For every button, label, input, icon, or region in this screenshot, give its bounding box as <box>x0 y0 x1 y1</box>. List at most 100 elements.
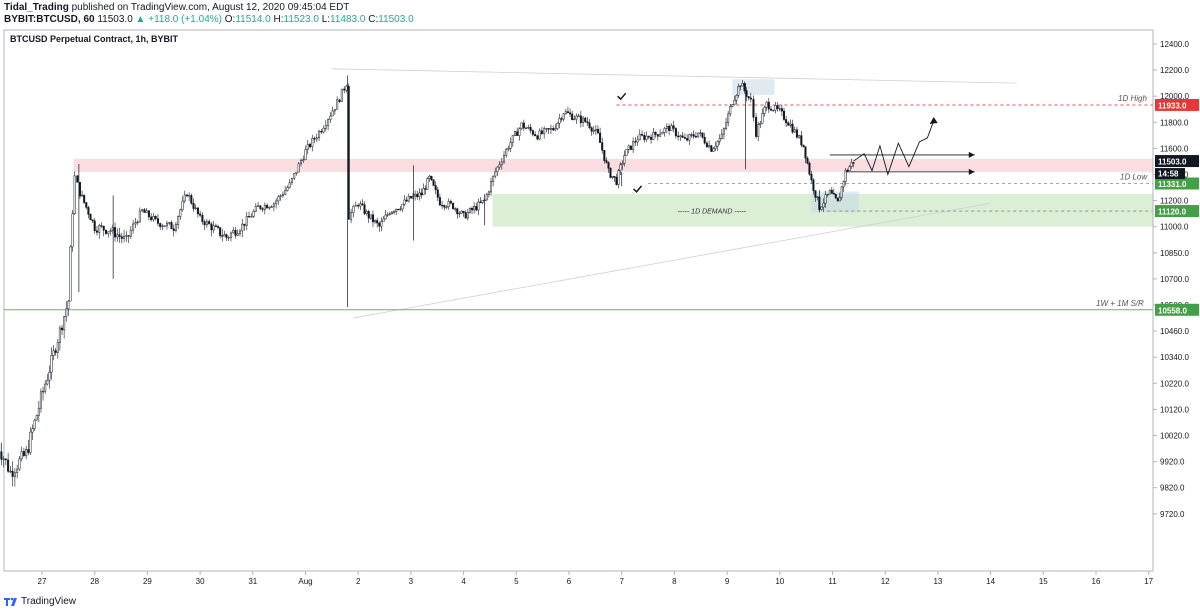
candle-body <box>747 96 750 99</box>
candle-body <box>641 134 644 136</box>
candle-body <box>275 200 278 205</box>
publisher-name[interactable]: Tidal_Trading <box>4 2 69 13</box>
candle-body <box>371 214 374 223</box>
tradingview-brand[interactable]: TradingView <box>21 595 77 607</box>
candle-body <box>141 209 144 212</box>
chart-header: Tidal_Trading published on TradingView.c… <box>0 0 1200 28</box>
candle-body <box>479 201 482 203</box>
candle-body <box>828 190 831 195</box>
candle-body <box>409 196 412 199</box>
candle-body <box>390 211 393 215</box>
candle-body <box>382 218 385 222</box>
candle-body <box>44 383 47 392</box>
countdown-label: 14:58 <box>1158 170 1179 179</box>
candle-body <box>134 222 137 225</box>
candle-body <box>625 149 628 156</box>
candle-body <box>145 210 148 213</box>
projection-arrowhead <box>929 116 938 124</box>
candle-body <box>284 190 287 195</box>
time-axis-label: 16 <box>1092 577 1101 586</box>
candle-body <box>393 211 396 213</box>
candle-body <box>270 206 273 208</box>
candle-body <box>683 137 686 139</box>
time-axis-label: 5 <box>514 577 519 586</box>
candle-body <box>63 316 66 331</box>
candle-body <box>494 171 497 177</box>
candle-body <box>588 122 591 128</box>
candle-body <box>25 449 28 456</box>
candle-body <box>107 231 110 234</box>
candle-body <box>505 148 508 156</box>
price-axis-label: 9820.0 <box>1160 484 1185 493</box>
candles-layer <box>0 75 855 487</box>
candle-body <box>386 214 389 216</box>
high-label: H: <box>273 14 284 25</box>
candle-body <box>48 371 51 381</box>
candle-body <box>619 164 622 171</box>
candle-body <box>418 192 421 198</box>
candle-body <box>165 222 168 227</box>
candle-body <box>297 163 300 173</box>
candle-body <box>365 211 368 214</box>
demand-zone-label: ----- 1D DEMAND ----- <box>678 208 747 215</box>
candle-body <box>290 178 293 183</box>
price-axis-label: 11800.0 <box>1160 118 1189 127</box>
published-text: published on TradingView.com, August 12,… <box>71 2 350 13</box>
candle-body <box>743 83 746 91</box>
candle-body <box>536 135 539 140</box>
candle-body <box>447 201 450 208</box>
high-1d-price-tag <box>1155 98 1199 111</box>
candle-body <box>654 131 657 135</box>
candle-body <box>564 111 567 115</box>
candle-body <box>613 176 616 178</box>
candle-body <box>304 149 307 160</box>
candle-body <box>816 196 819 198</box>
candle-body <box>52 350 55 356</box>
price-axis-label: 12400.0 <box>1160 40 1189 49</box>
candle-body <box>795 129 798 138</box>
candle-body <box>288 182 291 188</box>
candle-body <box>674 128 677 137</box>
candle-body <box>320 131 323 133</box>
candle-body <box>156 218 159 224</box>
candle-body <box>584 117 587 123</box>
candle-body <box>199 213 202 216</box>
candle-body <box>623 155 626 164</box>
candle-body <box>54 350 57 353</box>
candle-body <box>9 470 12 473</box>
candle-body <box>785 119 788 123</box>
candle-body <box>761 113 764 124</box>
check-mark-icon <box>632 185 643 193</box>
candle-body <box>716 140 719 147</box>
candle-body <box>327 119 330 126</box>
candle-body <box>250 216 253 218</box>
candle-body <box>725 122 728 129</box>
candle-body <box>118 234 121 237</box>
time-axis-label: 7 <box>619 577 624 586</box>
candle-body <box>647 135 650 138</box>
candle-body <box>737 86 740 96</box>
candle-body <box>697 132 700 138</box>
candle-body <box>69 246 72 302</box>
candle-body <box>749 97 752 100</box>
candle-body <box>659 133 662 137</box>
time-axis-label: 31 <box>248 577 257 586</box>
candle-body <box>245 216 248 226</box>
candle-body <box>76 175 79 183</box>
candle-body <box>688 134 691 141</box>
candle-body <box>844 170 847 182</box>
candle-body <box>599 132 602 143</box>
candle-body <box>767 101 770 110</box>
candle-body <box>225 234 228 238</box>
candle-body <box>83 194 86 203</box>
candle-body <box>703 137 706 144</box>
candle-body <box>111 227 114 232</box>
candle-body <box>820 206 823 210</box>
candle-body <box>434 185 437 191</box>
candle-body <box>552 128 555 131</box>
candle-body <box>432 179 435 186</box>
time-axis-label: 28 <box>90 577 99 586</box>
candle-body <box>757 124 760 137</box>
time-axis-label: 10 <box>775 577 784 586</box>
